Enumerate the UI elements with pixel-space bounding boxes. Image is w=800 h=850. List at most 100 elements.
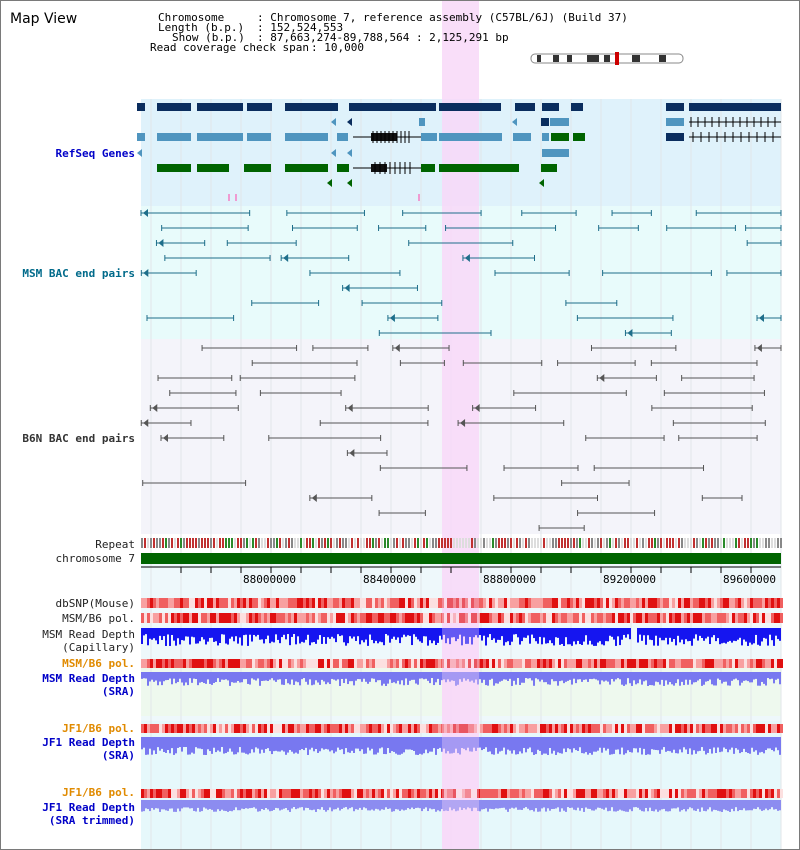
polymorphism-cell	[585, 598, 588, 608]
read-depth-bar	[303, 672, 305, 679]
read-depth-bar	[265, 800, 267, 808]
polymorphism-cell	[378, 789, 381, 798]
polymorphism-cell	[306, 789, 309, 798]
polymorphism-cell	[477, 789, 480, 798]
read-depth-bar	[435, 628, 437, 646]
polymorphism-cell	[174, 613, 177, 623]
read-depth-bar	[711, 628, 713, 638]
read-depth-bar	[521, 628, 523, 642]
polymorphism-cell	[222, 789, 225, 798]
polymorphism-cell	[597, 598, 600, 608]
polymorphism-cell	[501, 659, 504, 668]
polymorphism-cell	[219, 659, 222, 668]
polymorphism-cell	[606, 613, 609, 623]
read-depth-bar	[403, 628, 405, 635]
repeat-mark	[462, 538, 464, 548]
read-depth-bar	[391, 800, 393, 812]
read-depth-bar	[595, 800, 597, 810]
read-depth-bar	[437, 800, 439, 811]
repeat-mark	[294, 538, 296, 548]
read-depth-bar	[707, 628, 709, 637]
track-label-msm-depth-sra[interactable]: MSM Read Depth	[42, 672, 135, 685]
track-label-chromosome[interactable]: chromosome 7	[55, 552, 135, 565]
read-depth-bar	[759, 737, 761, 753]
polymorphism-cell	[303, 724, 306, 733]
repeat-mark	[363, 538, 365, 548]
polymorphism-cell	[672, 789, 675, 798]
polymorphism-cell	[573, 789, 576, 798]
polymorphism-cell	[543, 598, 546, 608]
track-label-b6n-bac[interactable]: B6N BAC end pairs	[22, 432, 135, 445]
track-label-msm-depth-capillary[interactable]: MSM Read Depth	[42, 628, 135, 641]
track-label-msm-b6-pol[interactable]: MSM/B6 pol.	[62, 612, 135, 625]
read-depth-bar	[469, 672, 471, 682]
track-label-refseq-genes[interactable]: RefSeq Genes	[55, 147, 135, 160]
read-depth-bar	[359, 737, 361, 752]
polymorphism-cell	[141, 789, 144, 798]
polymorphism-cell	[768, 598, 771, 608]
polymorphism-cell	[270, 659, 273, 668]
read-depth-bar	[475, 628, 477, 636]
read-depth-bar	[255, 672, 257, 681]
polymorphism-cell	[684, 613, 687, 623]
track-label-repeat[interactable]: Repeat	[95, 538, 135, 551]
polymorphism-cell	[285, 659, 288, 668]
read-depth-bar	[285, 737, 287, 755]
track-label-jf1-b6-pol[interactable]: JF1/B6 pol.	[62, 722, 135, 735]
read-depth-bar	[507, 628, 509, 642]
track-label-jf1-b6-pol-trimmed[interactable]: JF1/B6 pol.	[62, 786, 135, 799]
track-label-msm-bac[interactable]: MSM BAC end pairs	[22, 267, 135, 280]
polymorphism-cell	[684, 789, 687, 798]
read-depth-bar	[163, 800, 165, 810]
read-depth-bar	[307, 672, 309, 685]
track-label-jf1-depth[interactable]: JF1 Read Depth	[42, 736, 135, 749]
read-depth-bar	[707, 737, 709, 753]
read-depth-bar	[627, 672, 629, 679]
polymorphism-cell	[393, 613, 396, 623]
polymorphism-cell	[285, 789, 288, 798]
read-depth-bar	[169, 628, 171, 646]
read-depth-bar	[753, 672, 755, 680]
read-depth-bar	[479, 628, 481, 636]
polymorphism-cell	[336, 659, 339, 668]
polymorphism-cell	[696, 789, 699, 798]
read-depth-bar	[385, 737, 387, 755]
read-depth-bar	[347, 628, 349, 644]
polymorphism-cell	[603, 613, 606, 623]
polymorphism-cell	[327, 598, 330, 608]
polymorphism-cell	[681, 613, 684, 623]
track-label-msm-b6-pol-sra[interactable]: MSM/B6 pol.	[62, 657, 135, 670]
read-depth-bar	[155, 672, 157, 681]
read-depth-bar	[635, 737, 637, 749]
repeat-mark	[342, 538, 344, 548]
polymorphism-cell	[480, 613, 483, 623]
read-depth-bar	[215, 628, 217, 642]
read-depth-bar	[467, 800, 469, 808]
read-depth-bar	[487, 737, 489, 752]
polymorphism-cell	[708, 598, 711, 608]
read-depth-bar	[611, 737, 613, 755]
read-depth-bar	[593, 737, 595, 752]
track-label-dbsnp[interactable]: dbSNP(Mouse)	[55, 597, 135, 610]
read-depth-bar	[399, 672, 401, 685]
read-depth-bar	[327, 672, 329, 683]
track-label-jf1-depth-trimmed[interactable]: JF1 Read Depth	[42, 801, 135, 814]
polymorphism-cell	[720, 659, 723, 668]
read-depth-bar	[705, 737, 707, 755]
polymorphism-cell	[369, 613, 372, 623]
polymorphism-cell	[552, 613, 555, 623]
polymorphism-cell	[555, 613, 558, 623]
repeat-mark	[144, 538, 146, 548]
polymorphism-cell	[582, 659, 585, 668]
polymorphism-cell	[579, 598, 582, 608]
read-depth-bar	[577, 800, 579, 808]
read-depth-bar	[201, 628, 203, 638]
read-depth-bar	[599, 628, 601, 642]
read-depth-bar	[229, 737, 231, 749]
read-depth-bar	[165, 672, 167, 681]
polymorphism-cell	[405, 659, 408, 668]
polymorphism-cell	[531, 613, 534, 623]
read-depth-bar	[667, 672, 669, 685]
repeat-mark	[225, 538, 227, 548]
polymorphism-cell	[759, 659, 762, 668]
